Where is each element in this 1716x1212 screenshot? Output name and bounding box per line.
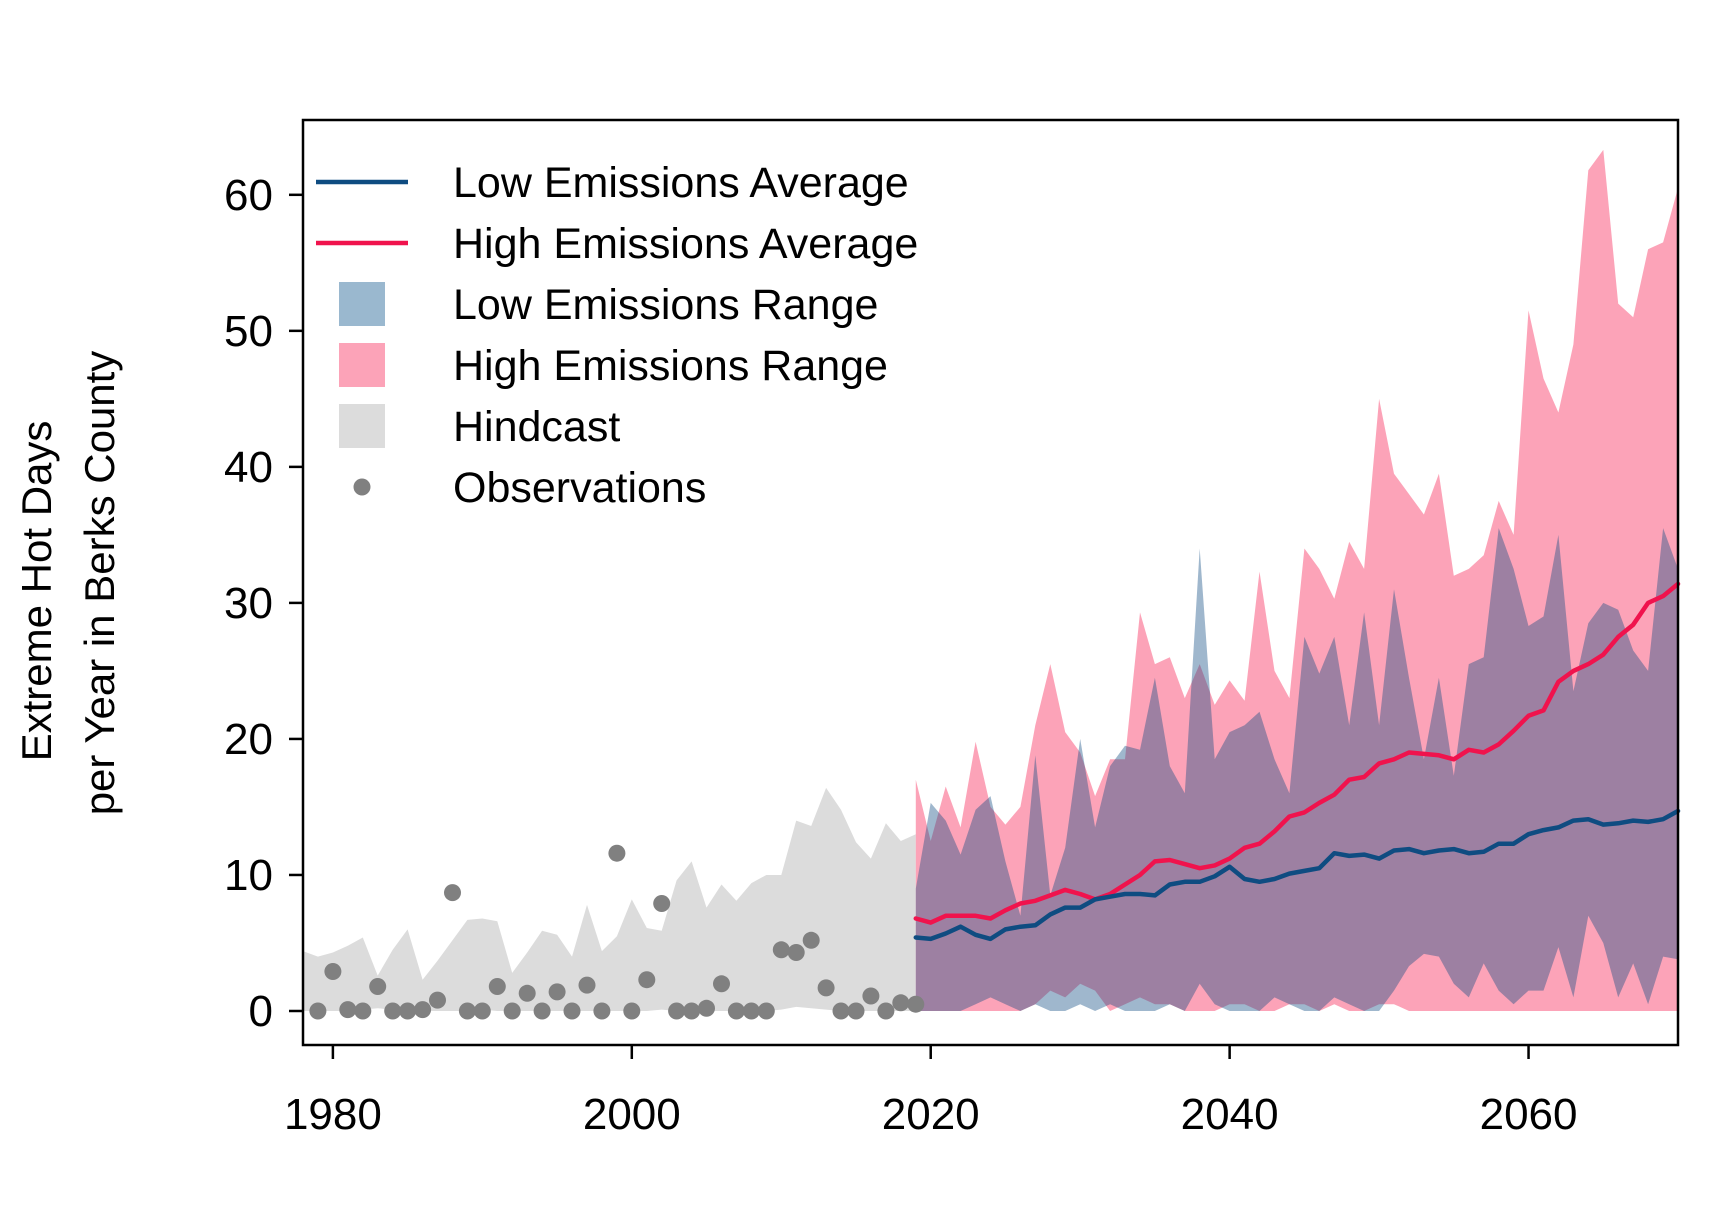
- legend-label-low-emissions-average: Low Emissions Average: [453, 159, 909, 207]
- y-axis-label-line-2: per Year in Berks County: [76, 351, 123, 816]
- legend-key-hindcast: [339, 404, 385, 448]
- observation-point: [907, 995, 925, 1013]
- observation-point: [817, 979, 835, 997]
- low-emissions-average-line: [913, 808, 1681, 942]
- range-layer: [915, 149, 1678, 1011]
- observation-point: [683, 1002, 701, 1020]
- x-tick-label: 2020: [882, 1090, 980, 1139]
- average-lines-layer: [913, 581, 1681, 942]
- observations-layer: [309, 844, 925, 1020]
- observation-point: [309, 1002, 327, 1020]
- observation-point: [742, 1002, 760, 1020]
- legend-label-high-emissions-range: High Emissions Range: [453, 342, 888, 390]
- legend-label-observations: Observations: [453, 464, 706, 512]
- legend-key-observations: [353, 478, 371, 496]
- observation-point: [399, 1002, 417, 1020]
- observation-point: [787, 944, 805, 961]
- plot-frame: [301, 118, 1680, 1047]
- observation-point: [832, 1002, 850, 1020]
- y-tick-label: 50: [224, 307, 273, 356]
- observation-point: [503, 1002, 521, 1020]
- legend: Low Emissions Average High Emissions Aver…: [316, 159, 918, 512]
- y-tick-label: 40: [224, 443, 273, 492]
- observation-point: [847, 1002, 865, 1020]
- high-emissions-average-line: [913, 581, 1681, 925]
- observation-point: [324, 963, 342, 980]
- observation-point: [339, 1001, 357, 1019]
- y-tick-label: 60: [224, 171, 273, 220]
- observation-point: [473, 1002, 491, 1020]
- observation-point: [593, 1002, 611, 1020]
- observation-point: [668, 1002, 686, 1020]
- observation-point: [548, 983, 566, 1001]
- observation-point: [757, 1002, 775, 1020]
- x-tick-label: 1980: [284, 1090, 382, 1139]
- low-emissions-range-band: [915, 528, 1678, 1011]
- legend-key-low-emissions-range: [339, 282, 385, 326]
- observation-point: [533, 1002, 551, 1020]
- observation-point: [563, 1002, 581, 1020]
- hindcast-layer: [303, 787, 916, 1011]
- observation-point: [369, 978, 387, 995]
- observation-point: [802, 931, 820, 949]
- observation-point: [458, 1002, 476, 1020]
- x-tick-label: 2040: [1181, 1090, 1279, 1139]
- observation-point: [429, 991, 446, 1009]
- observation-point: [653, 895, 671, 912]
- legend-label-hindcast: Hindcast: [453, 403, 620, 451]
- observation-point: [414, 1001, 432, 1019]
- observation-point: [862, 987, 880, 1005]
- legend-key-high-emissions-range: [339, 343, 385, 387]
- x-tick-label: 2000: [583, 1090, 681, 1139]
- y-axis: 0 10 20 30 40 50 60: [224, 171, 303, 1036]
- observation-point: [384, 1002, 402, 1020]
- observation-point: [727, 1002, 745, 1020]
- observation-point: [444, 884, 461, 902]
- observation-point: [488, 978, 506, 995]
- y-tick-label: 0: [249, 987, 273, 1036]
- x-tick-label: 2060: [1480, 1090, 1578, 1139]
- observation-point: [698, 999, 715, 1017]
- observation-point: [354, 1002, 372, 1020]
- observation-point: [518, 984, 536, 1002]
- observation-point: [892, 994, 910, 1012]
- y-tick-label: 30: [224, 579, 273, 628]
- legend-label-high-emissions-average: High Emissions Average: [453, 220, 918, 268]
- observation-point: [877, 1002, 895, 1020]
- y-tick-label: 10: [224, 851, 273, 900]
- legend-label-low-emissions-range: Low Emissions Range: [453, 281, 878, 329]
- high-emissions-range-band: [915, 149, 1678, 1011]
- observation-point: [608, 844, 626, 862]
- observation-point: [713, 975, 730, 993]
- y-axis-label-line-1: Extreme Hot Days: [13, 421, 60, 762]
- observation-point: [578, 976, 596, 994]
- observation-point: [638, 971, 656, 989]
- x-axis: 1980 2000 2020 2040 2060: [284, 1045, 1578, 1139]
- observation-point: [772, 941, 790, 959]
- hindcast-band: [303, 787, 916, 1011]
- y-tick-label: 20: [224, 715, 273, 764]
- observation-point: [623, 1002, 641, 1020]
